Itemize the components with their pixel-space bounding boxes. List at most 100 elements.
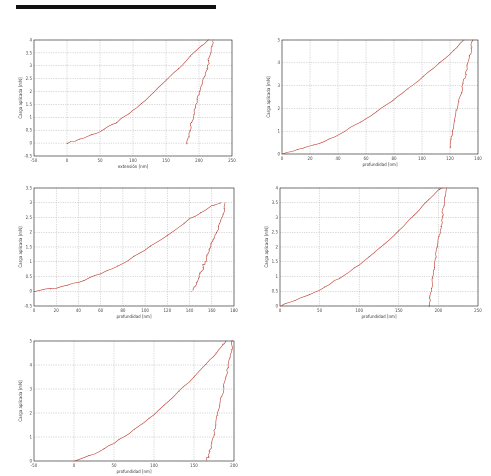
x-tick-label: 200 [195, 158, 203, 163]
data-point [439, 188, 440, 190]
data-point [211, 442, 213, 444]
x-tick-label: 0 [281, 156, 284, 161]
data-point [201, 45, 202, 47]
y-tick-label: 1 [29, 259, 32, 264]
data-point [222, 344, 224, 345]
x-tick-label: 120 [164, 308, 172, 313]
data-point [460, 92, 462, 93]
data-point [83, 279, 85, 281]
data-point [206, 460, 208, 462]
y-tick-label: 0 [29, 289, 32, 294]
x-tick-label: 100 [129, 158, 137, 163]
data-point [209, 249, 210, 251]
chart-top-left: -50 0 50 100 150 200 250 -0.5 0 0.5 1 1.5 2 2.5 3 3.5 4 e… [18, 37, 236, 169]
y-tick-label: 4 [29, 362, 32, 367]
data-point [208, 39, 210, 41]
data-point [199, 91, 201, 92]
data-point [222, 214, 224, 215]
data-point [442, 187, 443, 189]
y-tick-label: 3 [29, 386, 32, 391]
x-tick-label: 180 [230, 308, 238, 313]
x-tick-label: 20 [54, 308, 60, 313]
data-point [407, 88, 409, 90]
data-point [205, 364, 207, 365]
x-tick-label: 140 [474, 156, 482, 161]
data-point [463, 39, 465, 41]
y-tick-label: 5 [29, 338, 32, 343]
x-tick-label: 100 [150, 463, 158, 468]
y-tick-label: 1.5 [272, 259, 279, 264]
data-point [218, 226, 219, 227]
x-tick-label: 100 [355, 308, 363, 313]
unloading-curve [186, 40, 214, 145]
loading-curve [281, 39, 465, 155]
loading-curve [73, 340, 227, 462]
data-point [438, 236, 440, 238]
data-point [201, 83, 203, 85]
data-point [444, 196, 446, 198]
y-tick-label: 0 [29, 458, 32, 463]
data-point [213, 39, 214, 41]
data-point [470, 47, 472, 49]
data-point [435, 256, 437, 258]
unloading-curve [428, 188, 447, 308]
x-tick-label: 50 [317, 308, 323, 313]
y-tick-label: 2 [29, 230, 32, 235]
data-point [140, 103, 142, 105]
data-point [219, 405, 221, 407]
data-point [208, 455, 209, 457]
top-rule [16, 5, 216, 9]
data-point [456, 110, 458, 112]
y-tick-label: 0 [275, 303, 278, 308]
x-tick-label: 50 [97, 158, 103, 163]
data-point [279, 305, 281, 307]
y-tick-label: 1 [29, 115, 32, 120]
data-point [208, 60, 210, 61]
data-point [193, 114, 195, 116]
x-tick-label: 20 [307, 156, 313, 161]
loading-curve [33, 202, 221, 292]
y-tick-label: 1 [29, 434, 32, 439]
data-point [153, 92, 154, 93]
data-point [148, 417, 150, 419]
unloading-curve [206, 339, 233, 461]
x-tick-label: 150 [395, 308, 403, 313]
data-point [462, 82, 464, 84]
data-point [398, 230, 400, 232]
x-tick-label: 40 [76, 308, 82, 313]
y-tick-label: 2 [29, 410, 32, 415]
unloading-curve [449, 39, 474, 149]
y-tick-label: 4 [275, 185, 278, 190]
data-point [215, 231, 217, 233]
data-point [324, 286, 325, 288]
data-point [328, 138, 330, 140]
data-point [133, 256, 135, 257]
data-point [204, 75, 205, 77]
data-point [452, 130, 454, 132]
data-point [200, 273, 202, 274]
y-tick-label: 1.5 [26, 102, 33, 107]
data-point [220, 202, 222, 204]
data-point [221, 395, 223, 397]
data-point [128, 113, 130, 115]
data-point [50, 288, 52, 290]
data-point [183, 222, 185, 224]
data-point [220, 220, 222, 221]
data-point [210, 52, 212, 54]
data-point [178, 68, 179, 69]
y-axis-label: Carga aplicada [mN] [18, 380, 23, 422]
y-tick-label: 2.5 [272, 230, 279, 235]
data-point [453, 49, 454, 51]
data-point [189, 129, 191, 131]
data-point [213, 204, 215, 206]
plot-frame [279, 187, 479, 307]
data-point [294, 300, 296, 301]
y-tick-label: 5 [277, 37, 280, 42]
data-point [100, 273, 102, 274]
x-axis-label: profundidad [nm] [116, 469, 151, 474]
data-point [150, 245, 152, 247]
data-point [360, 121, 362, 123]
y-tick-label: 3 [277, 83, 280, 88]
data-point [195, 282, 197, 283]
